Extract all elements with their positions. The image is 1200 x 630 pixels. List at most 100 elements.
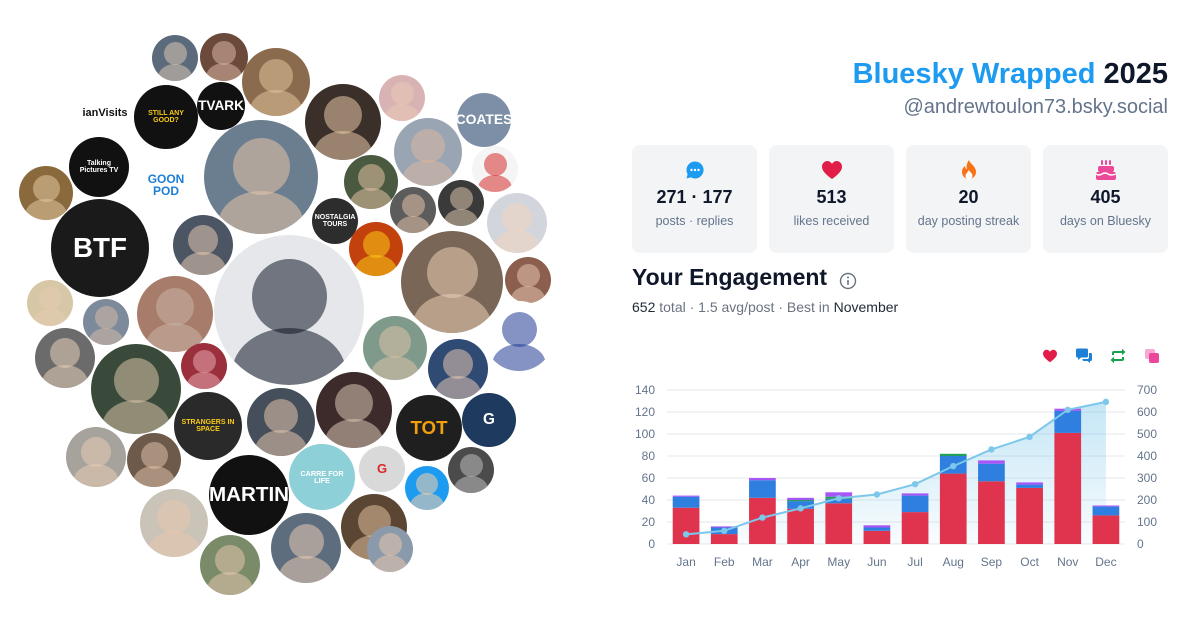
avatar-face: [264, 398, 298, 433]
avatar-face: [379, 326, 411, 359]
avatar-body: [402, 160, 454, 186]
bar-likes: [1092, 515, 1120, 544]
profile-avatar[interactable]: [127, 433, 181, 487]
y-tick-left: 20: [642, 515, 656, 529]
profile-avatar[interactable]: [83, 299, 129, 345]
y-tick-left: 120: [635, 405, 655, 419]
quote-icon[interactable]: [1142, 346, 1162, 366]
avatar-body: [217, 190, 305, 234]
avatar-face: [251, 259, 327, 334]
profile-avatar[interactable]: [66, 427, 126, 487]
bar-likes: [710, 534, 738, 544]
avatar-body: [370, 355, 420, 380]
profile-avatar[interactable]: [271, 513, 341, 583]
profile-avatar[interactable]: [214, 235, 364, 385]
channel-logo-avatar[interactable]: STILL ANY GOOD?: [134, 85, 198, 149]
heart-icon: [821, 159, 843, 181]
profile-avatar[interactable]: [363, 316, 427, 380]
channel-logo-avatar[interactable]: TVARK: [197, 82, 245, 130]
profile-avatar[interactable]: [349, 222, 403, 276]
info-icon[interactable]: [839, 269, 857, 289]
engagement-summary: 652 total · 1.5 avg/post · Best in Novem…: [632, 299, 898, 315]
avatar-body: [395, 215, 431, 233]
avatar-cloud: ianVisits STILL ANY GOOD? TVARK COATES Talki…: [19, 33, 554, 595]
profile-avatar[interactable]: [137, 276, 213, 352]
profile-avatar[interactable]: [305, 84, 381, 160]
profile-avatar[interactable]: [200, 33, 248, 81]
chart-legend: [1040, 346, 1162, 366]
bar-quotes: [1092, 505, 1120, 507]
profile-avatar[interactable]: [344, 155, 398, 209]
profile-avatar[interactable]: [448, 447, 494, 493]
channel-logo-avatar[interactable]: MARTIN: [209, 455, 289, 535]
profile-avatar[interactable]: [91, 344, 181, 434]
avatar-body: [32, 308, 68, 326]
channel-logo-avatar[interactable]: COATES: [457, 93, 511, 147]
stat-label: days on Bluesky: [1059, 214, 1152, 228]
profile-avatar[interactable]: [204, 120, 318, 234]
profile-avatar[interactable]: [428, 339, 488, 399]
profile-avatar[interactable]: [35, 328, 95, 388]
y-tick-left: 80: [642, 449, 656, 463]
profile-avatar[interactable]: [173, 215, 233, 275]
profile-avatar[interactable]: [247, 388, 315, 456]
avatar-logo-text: GOON POD: [147, 172, 185, 198]
avatar-body: [207, 572, 253, 595]
bar-quotes: [901, 493, 929, 496]
channel-logo-avatar[interactable]: TOT: [396, 395, 462, 461]
profile-avatar[interactable]: [19, 166, 73, 220]
cumulative-point: [759, 514, 766, 521]
user-handle[interactable]: @andrewtoulon73.bsky.social: [903, 96, 1168, 118]
profile-avatar[interactable]: [242, 48, 310, 116]
profile-avatar[interactable]: [405, 466, 449, 510]
reply-icon[interactable]: [1074, 346, 1094, 366]
channel-logo-avatar[interactable]: NOSTALGIA TOURS: [312, 198, 358, 244]
profile-avatar[interactable]: [181, 343, 227, 389]
y-tick-left: 60: [642, 471, 656, 485]
profile-avatar[interactable]: [316, 372, 392, 448]
profile-avatar[interactable]: [379, 75, 425, 121]
profile-avatar[interactable]: [484, 301, 554, 371]
profile-avatar[interactable]: [27, 280, 73, 326]
speech-bubble-icon: [684, 159, 706, 181]
avatar-body: [443, 208, 479, 226]
channel-logo-avatar[interactable]: G: [462, 393, 516, 447]
profile-avatar[interactable]: [152, 35, 198, 81]
avatar-face: [401, 194, 425, 218]
channel-logo-avatar[interactable]: Talking Pictures TV: [69, 137, 129, 197]
channel-logo-avatar[interactable]: GOON POD: [135, 154, 197, 216]
profile-avatar[interactable]: [390, 187, 436, 233]
channel-logo-avatar[interactable]: STRANGERS IN SPACE: [174, 392, 242, 460]
bar-reposts: [939, 453, 967, 456]
stat-value: 405: [1090, 187, 1121, 207]
profile-avatar[interactable]: [438, 180, 484, 226]
avatar-body: [355, 255, 397, 276]
avatar-face: [502, 202, 532, 233]
profile-avatar[interactable]: [472, 146, 518, 192]
bar-likes: [978, 481, 1005, 544]
channel-logo-avatar[interactable]: CARRE FOR LIFE: [289, 444, 355, 510]
bar-replies: [1054, 410, 1082, 433]
bar-likes: [1054, 432, 1082, 544]
bar-likes: [1016, 487, 1043, 544]
avatar-body: [413, 294, 491, 333]
heart-icon[interactable]: [1040, 346, 1060, 366]
profile-avatar[interactable]: [200, 535, 260, 595]
profile-avatar[interactable]: [394, 118, 462, 186]
x-tick-label: May: [827, 555, 850, 569]
repost-icon[interactable]: [1108, 346, 1128, 366]
avatar-face: [324, 96, 362, 135]
channel-logo-avatar[interactable]: G: [359, 446, 405, 492]
profile-avatar[interactable]: [367, 526, 413, 572]
profile-avatar[interactable]: [487, 193, 547, 253]
channel-logo-avatar[interactable]: ianVisits: [81, 89, 129, 137]
cumulative-point: [873, 491, 881, 498]
profile-avatar[interactable]: [505, 257, 551, 303]
bar-replies: [901, 495, 929, 513]
profile-avatar[interactable]: [401, 231, 503, 333]
stat-card-days: 405 days on Bluesky: [1043, 145, 1168, 253]
avg-per-post: 1.5 avg/post: [698, 299, 775, 315]
profile-avatar[interactable]: [140, 489, 208, 557]
channel-logo-avatar[interactable]: BTF: [51, 199, 149, 297]
avatar-logo-text: TVARK: [198, 98, 244, 114]
